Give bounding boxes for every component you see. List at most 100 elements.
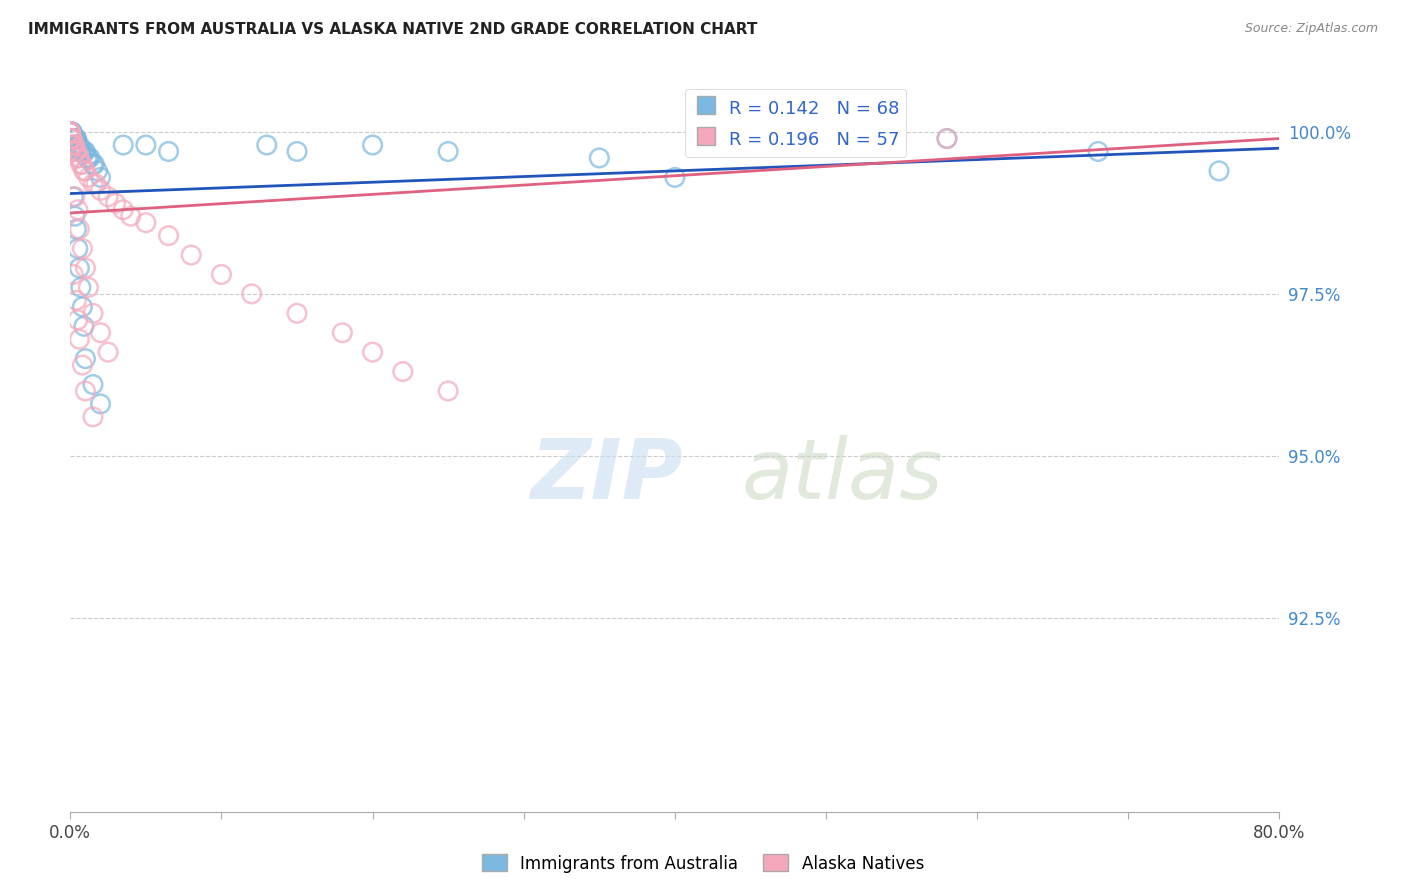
Point	[59, 125, 82, 139]
Point	[75, 384, 97, 398]
Text: Source: ZipAtlas.com: Source: ZipAtlas.com	[1244, 22, 1378, 36]
Point	[65, 138, 87, 153]
Point	[60, 131, 83, 145]
Point	[157, 228, 180, 243]
Point	[112, 138, 135, 153]
Point	[59, 125, 82, 139]
Point	[59, 125, 82, 139]
Point	[90, 170, 111, 185]
Point	[59, 125, 82, 139]
Point	[60, 125, 83, 139]
Point	[66, 312, 89, 326]
Point	[1208, 164, 1230, 178]
Point	[66, 138, 89, 153]
Point	[65, 145, 87, 159]
Point	[285, 145, 308, 159]
Point	[75, 351, 97, 366]
Point	[62, 138, 84, 153]
Point	[59, 131, 82, 145]
Point	[67, 151, 90, 165]
Point	[82, 377, 104, 392]
Point	[67, 332, 90, 346]
Point	[62, 190, 84, 204]
Point	[70, 145, 93, 159]
Point	[77, 280, 100, 294]
Legend: Immigrants from Australia, Alaska Natives: Immigrants from Australia, Alaska Native…	[475, 847, 931, 880]
Point	[97, 190, 120, 204]
Point	[59, 125, 82, 139]
Point	[60, 131, 83, 145]
Point	[60, 138, 83, 153]
Point	[90, 397, 111, 411]
Point	[60, 125, 83, 139]
Point	[62, 131, 84, 145]
Point	[67, 260, 90, 275]
Point	[157, 145, 180, 159]
Point	[59, 125, 82, 139]
Point	[65, 145, 87, 159]
Point	[112, 202, 135, 217]
Point	[361, 138, 384, 153]
Point	[135, 138, 157, 153]
Point	[63, 145, 86, 159]
Point	[65, 131, 87, 145]
Point	[240, 286, 263, 301]
Point	[75, 260, 97, 275]
Point	[72, 242, 94, 256]
Point	[63, 209, 86, 223]
Text: atlas: atlas	[741, 434, 943, 516]
Point	[59, 125, 82, 139]
Point	[70, 145, 93, 159]
Point	[67, 145, 90, 159]
Point	[79, 151, 101, 165]
Point	[67, 138, 90, 153]
Point	[66, 242, 89, 256]
Point	[361, 345, 384, 359]
Point	[256, 138, 278, 153]
Point	[1087, 145, 1109, 159]
Point	[67, 222, 90, 236]
Point	[60, 131, 83, 145]
Point	[82, 409, 104, 424]
Point	[70, 157, 93, 171]
Point	[62, 131, 84, 145]
Point	[60, 131, 83, 145]
Text: ZIP: ZIP	[530, 434, 682, 516]
Point	[73, 145, 96, 159]
Point	[62, 131, 84, 145]
Point	[60, 131, 83, 145]
Point	[60, 131, 83, 145]
Point	[664, 170, 686, 185]
Point	[60, 131, 83, 145]
Point	[63, 131, 86, 145]
Point	[62, 138, 84, 153]
Point	[60, 125, 83, 139]
Point	[72, 145, 94, 159]
Point	[77, 170, 100, 185]
Point	[285, 306, 308, 320]
Point	[63, 190, 86, 204]
Point	[135, 216, 157, 230]
Legend: R = 0.142   N = 68, R = 0.196   N = 57: R = 0.142 N = 68, R = 0.196 N = 57	[685, 89, 907, 157]
Point	[59, 125, 82, 139]
Point	[83, 157, 105, 171]
Point	[76, 151, 98, 165]
Point	[73, 164, 96, 178]
Point	[63, 131, 86, 145]
Point	[82, 306, 104, 320]
Point	[84, 177, 107, 191]
Point	[77, 151, 100, 165]
Point	[73, 319, 96, 334]
Point	[59, 125, 82, 139]
Point	[59, 125, 82, 139]
Point	[72, 300, 94, 314]
Point	[62, 131, 84, 145]
Point	[63, 138, 86, 153]
Point	[120, 209, 142, 223]
Point	[391, 365, 415, 379]
Point	[66, 151, 89, 165]
Point	[65, 222, 87, 236]
Point	[75, 164, 97, 178]
Point	[936, 131, 959, 145]
Point	[65, 293, 87, 308]
